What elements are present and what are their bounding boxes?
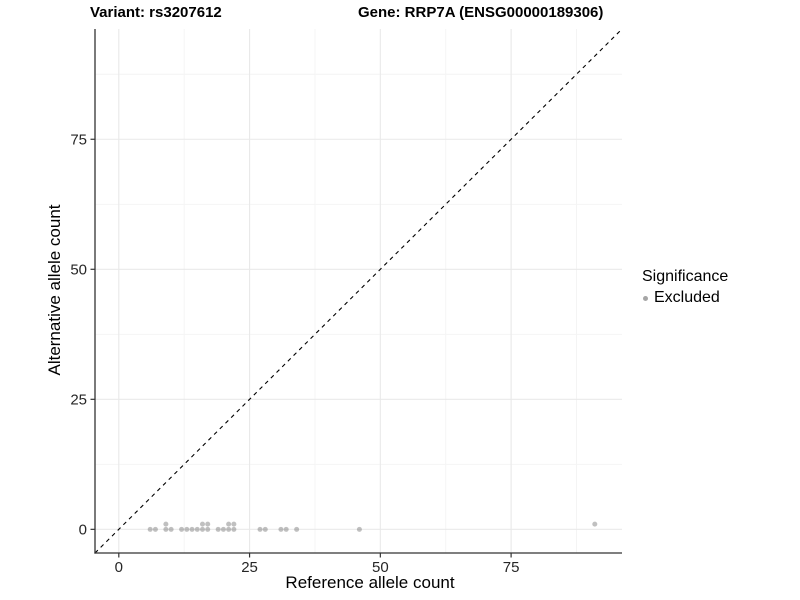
y-tick-label: 25 bbox=[70, 391, 87, 408]
data-point bbox=[283, 526, 289, 532]
data-point bbox=[163, 526, 169, 532]
data-point bbox=[257, 526, 263, 532]
y-tick-label: 0 bbox=[79, 521, 87, 538]
plot-title-gene: Gene: RRP7A (ENSG00000189306) bbox=[358, 4, 604, 21]
data-point bbox=[205, 521, 211, 527]
data-point bbox=[163, 521, 169, 527]
x-tick-label: 25 bbox=[241, 559, 258, 576]
data-point bbox=[356, 526, 362, 532]
legend-entry-excluded: Excluded bbox=[636, 289, 796, 307]
data-point bbox=[226, 521, 232, 527]
data-point bbox=[592, 521, 598, 527]
data-point bbox=[199, 521, 205, 527]
data-point bbox=[262, 526, 268, 532]
y-tick-label: 50 bbox=[70, 261, 87, 278]
data-point bbox=[184, 526, 190, 532]
legend-key bbox=[636, 289, 654, 307]
legend-point-icon bbox=[642, 295, 648, 301]
legend-entry-label: Excluded bbox=[654, 289, 720, 306]
x-tick-label: 0 bbox=[115, 559, 123, 576]
data-point bbox=[205, 526, 211, 532]
data-point bbox=[147, 526, 153, 532]
data-point bbox=[215, 526, 221, 532]
data-point bbox=[294, 526, 300, 532]
data-point bbox=[226, 526, 232, 532]
data-point bbox=[220, 526, 226, 532]
y-tick-label: 75 bbox=[70, 131, 87, 148]
x-axis-title: Reference allele count bbox=[285, 573, 455, 592]
identity-line bbox=[94, 28, 623, 554]
data-point bbox=[199, 526, 205, 532]
legend-title: Significance bbox=[642, 268, 729, 285]
data-point bbox=[168, 526, 174, 532]
data-point bbox=[189, 526, 195, 532]
data-point bbox=[152, 526, 158, 532]
data-point bbox=[278, 526, 284, 532]
data-point bbox=[194, 526, 200, 532]
legend: Significance Excluded bbox=[636, 268, 796, 307]
plot-title-variant: Variant: rs3207612 bbox=[90, 4, 222, 21]
y-axis-title: Alternative allele count bbox=[45, 204, 64, 376]
x-tick-label: 50 bbox=[372, 559, 389, 576]
data-point bbox=[231, 526, 237, 532]
data-point bbox=[231, 521, 237, 527]
data-point bbox=[179, 526, 185, 532]
x-tick-label: 75 bbox=[503, 559, 520, 576]
